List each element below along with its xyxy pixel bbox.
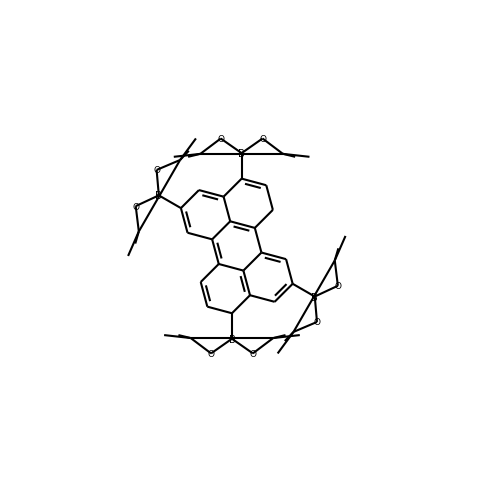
Text: B: B (155, 191, 162, 201)
Text: O: O (314, 318, 320, 327)
Text: O: O (217, 135, 224, 143)
Text: O: O (153, 166, 160, 175)
Text: O: O (259, 135, 266, 143)
Text: O: O (132, 202, 139, 211)
Text: O: O (334, 282, 341, 291)
Text: O: O (208, 349, 214, 358)
Text: B: B (228, 334, 235, 344)
Text: B: B (238, 149, 245, 159)
Text: B: B (311, 292, 318, 302)
Text: O: O (249, 349, 257, 358)
